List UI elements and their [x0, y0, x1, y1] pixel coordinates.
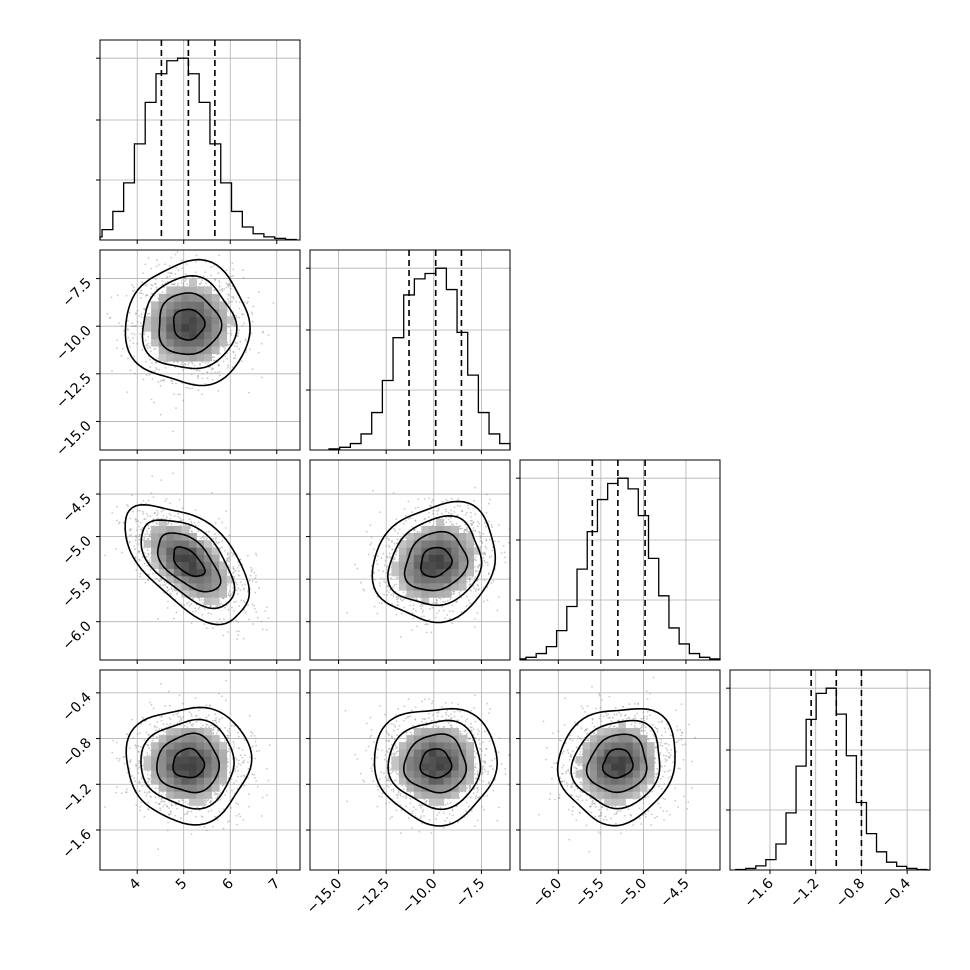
scatter-panel-1-0: −15.0 −12.5 −10.0 −7.5: [53, 249, 301, 460]
scatter-2-0-frame: [99, 459, 301, 661]
scatter-2-0-ytick-label-2: −5.0: [59, 533, 94, 568]
scatter-3-2-density-cells: [575, 721, 655, 806]
histogram-1-steps: [328, 267, 511, 450]
scatter-1-0-ytick-label-3: −7.5: [59, 275, 94, 310]
scatter-3-1-contour-0: [419, 748, 453, 779]
scatter-3-0-ytick-label-0: −1.6: [59, 826, 94, 861]
scatter-3-0-density-cells: [143, 728, 228, 806]
scatter-1-0-ytick-label-0: −15.0: [53, 418, 95, 460]
scatter-1-0-ytick-label-2: −10.0: [53, 323, 95, 365]
scatter-3-2-contour-2: [570, 719, 661, 810]
scatter-3-1-contour-3: [373, 707, 499, 827]
histogram-3-frame: [729, 669, 931, 871]
scatter-3-1-density-cells: [391, 728, 474, 806]
histogram-panel-1: [306, 249, 511, 454]
scatter-1-0-frame: [99, 249, 301, 451]
histogram-2-frame: [519, 459, 721, 661]
scatter-2-1-contour-0: [420, 546, 453, 578]
scatter-panel-3-0: −1.6 −1.2 −0.8 −0.4 4 5 6 7: [59, 669, 301, 894]
scatter-2-1-contour-2: [386, 514, 483, 607]
histogram-3-xtick-label-3: −0.4: [879, 875, 914, 910]
scatter-2-1-frame: [309, 459, 511, 661]
scatter-2-0-ytick-label-0: −6.0: [59, 618, 94, 653]
scatter-3-0-density: [104, 679, 271, 851]
scatter-3-0-xtick-label-2: 6: [219, 875, 237, 893]
scatter-3-2-contour-0: [601, 748, 634, 779]
scatter-1-0-ytick-label-1: −12.5: [53, 370, 95, 412]
scatter-3-1-xtick-label-2: −10.0: [399, 876, 441, 918]
scatter-2-0-contour-1: [156, 532, 222, 593]
scatter-2-0-ytick-label-1: −5.5: [59, 576, 94, 611]
scatter-3-2-xtick-label-1: −5.5: [572, 876, 607, 911]
histogram-panel-2: [516, 459, 721, 664]
scatter-panel-3-1: −15.0 −12.5 −10.0 −7.5: [304, 669, 511, 918]
scatter-2-1-contour-3: [371, 500, 497, 624]
scatter-3-2-xtick-label-3: −4.5: [657, 876, 692, 911]
scatter-2-0-density: [104, 472, 270, 640]
scatter-2-0-contour-2: [140, 519, 236, 610]
scatter-3-0-frame: [99, 669, 301, 871]
scatter-3-2-frame: [519, 669, 721, 871]
scatter-3-0-ytick-label-3: −0.4: [59, 689, 94, 724]
scatter-2-1-density: [346, 486, 510, 638]
scatter-3-1-xtick-label-0: −15.0: [304, 876, 346, 918]
scatter-1-0-contour-3: [124, 258, 251, 387]
histogram-0-frame: [99, 39, 301, 241]
histogram-3-xtick-label-0: −1.6: [741, 875, 776, 910]
histogram-2-steps: [519, 477, 721, 660]
histogram-0-steps: [99, 57, 297, 241]
scatter-panel-2-1: [306, 459, 511, 664]
scatter-1-0-contour-0: [172, 308, 206, 341]
scatter-3-0-contour-1: [156, 732, 220, 794]
scatter-3-1-frame: [309, 669, 511, 871]
scatter-2-1-contour-1: [403, 530, 469, 592]
scatter-3-2-xtick-label-0: −6.0: [530, 876, 565, 911]
scatter-panel-3-2: −6.0 −5.5 −5.0 −4.5: [516, 669, 721, 911]
histogram-1-frame: [309, 249, 511, 451]
scatter-1-0-density-cells: [143, 279, 235, 362]
scatter-1-0-density: [106, 251, 275, 433]
histogram-panel-3: −1.6 −1.2 −0.8 −0.4: [726, 669, 931, 911]
scatter-2-0-density-cells: [143, 518, 235, 605]
scatter-3-0-contour-3: [125, 706, 253, 826]
scatter-3-0-contour-0: [172, 747, 206, 779]
scatter-3-1-xtick-label-3: −7.5: [453, 876, 488, 911]
scatter-3-2-contour-1: [585, 733, 648, 794]
scatter-3-1-density: [344, 694, 510, 834]
scatter-3-1-contour-2: [387, 719, 482, 811]
scatter-panel-2-0: −6.0 −5.5 −5.0 −4.5: [59, 459, 301, 664]
scatter-3-0-ytick-label-2: −0.8: [59, 735, 94, 770]
scatter-3-0-contour-2: [140, 718, 235, 810]
scatter-3-2-density: [538, 670, 696, 853]
scatter-3-2-contour-3: [556, 708, 676, 827]
scatter-3-0-xtick-label-1: 5: [173, 876, 191, 894]
scatter-2-0-ytick-label-3: −4.5: [59, 491, 94, 526]
scatter-1-0-contour-2: [141, 274, 238, 370]
histogram-panel-0: [96, 39, 301, 244]
scatter-3-0-xtick-label-3: 7: [266, 876, 284, 894]
scatter-3-1-xtick-label-1: −12.5: [351, 876, 393, 918]
histogram-3-xtick-label-2: −0.8: [833, 876, 868, 911]
scatter-3-0-xtick-label-0: 4: [126, 875, 144, 893]
scatter-2-0-contour-0: [173, 546, 206, 578]
scatter-3-0-ytick-label-1: −1.2: [59, 781, 94, 816]
scatter-1-0-contour-1: [158, 292, 223, 356]
scatter-3-2-xtick-label-2: −5.0: [615, 876, 650, 911]
scatter-3-1-contour-1: [402, 733, 468, 794]
histogram-3-xtick-label-1: −1.2: [787, 876, 822, 911]
histogram-3-steps: [735, 687, 930, 871]
scatter-2-0-contour-3: [124, 503, 251, 626]
